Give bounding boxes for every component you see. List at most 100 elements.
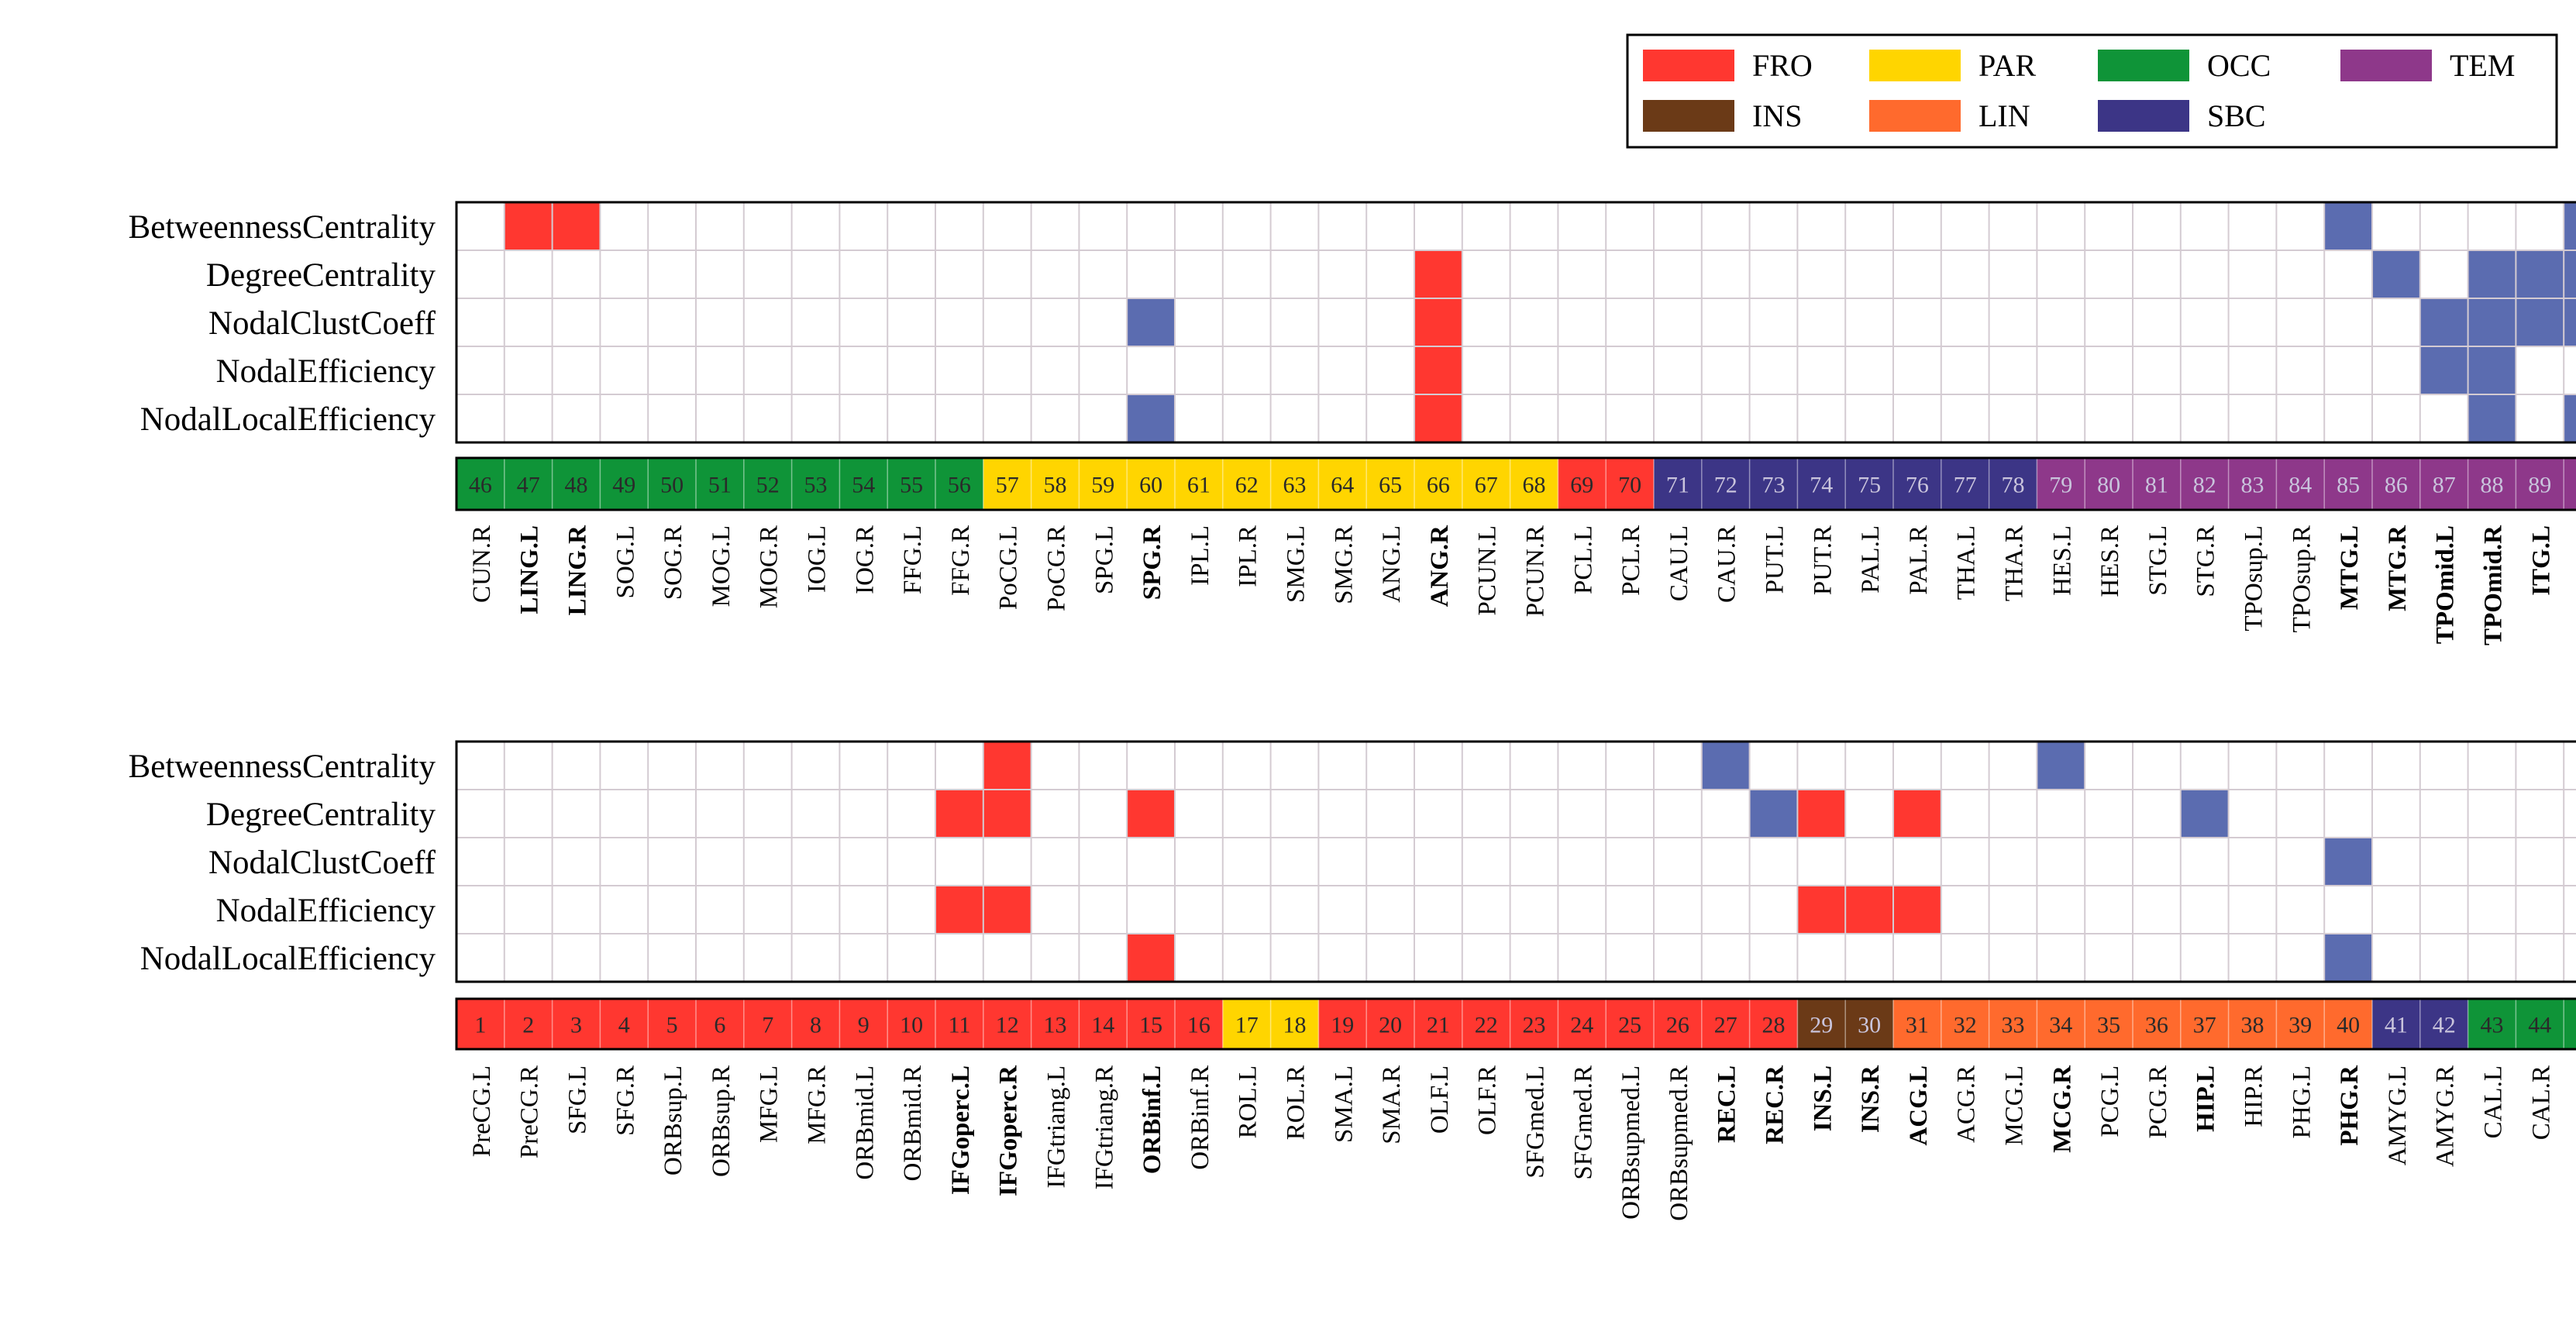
heatmap-cell-degreecentrality-12 bbox=[983, 790, 1032, 838]
region-strip-frame bbox=[455, 997, 2576, 1051]
region-name-label-mtg-r: MTG.R bbox=[2384, 525, 2412, 611]
region-strip-cell-84 bbox=[2276, 458, 2325, 510]
region-name-label-sfg-l: SFG.L bbox=[564, 1065, 592, 1134]
region-name-label-pal-r: PAL.R bbox=[1905, 525, 1933, 595]
region-index-label-20: 20 bbox=[1379, 1013, 1402, 1038]
region-strip-cell-47 bbox=[504, 458, 553, 510]
heatmap-cell-betweennesscentrality-12 bbox=[983, 742, 1032, 790]
heatmap-cell-nodallocalefficiency-15 bbox=[1127, 934, 1176, 983]
region-name-label-tposup-l: TPOsup.L bbox=[2240, 525, 2268, 632]
region-index-label-30: 30 bbox=[1858, 1013, 1881, 1038]
region-index-label-11: 11 bbox=[948, 1013, 970, 1038]
region-name-label-mtg-l: MTG.L bbox=[2336, 525, 2364, 610]
region-name-label-pcun-r: PCUN.R bbox=[1522, 525, 1550, 617]
region-strip-cell-20 bbox=[1366, 999, 1415, 1049]
heatmap-cell-nodallocalefficiency-40 bbox=[2324, 934, 2373, 983]
region-strip-cell-80 bbox=[2085, 458, 2133, 510]
region-index-label-70: 70 bbox=[1618, 473, 1641, 498]
region-strip-cell-40 bbox=[2324, 999, 2373, 1049]
region-name-label-rec-l: REC.L bbox=[1713, 1065, 1741, 1143]
region-name-label-stg-l: STG.L bbox=[2144, 525, 2172, 596]
region-strip-cell-90 bbox=[2564, 458, 2576, 510]
heatmap-cell-betweennesscentrality-27 bbox=[1701, 742, 1751, 790]
metric-label-betweennesscentrality: BetweennessCentrality bbox=[129, 209, 436, 246]
region-name-label-spg-l: SPG.L bbox=[1090, 525, 1118, 594]
region-name-label-sma-l: SMA.L bbox=[1330, 1065, 1358, 1143]
region-index-label-72: 72 bbox=[1714, 473, 1737, 498]
region-index-label-82: 82 bbox=[2193, 473, 2216, 498]
region-index-label-55: 55 bbox=[900, 473, 923, 498]
legend-swatch-sbc bbox=[2098, 100, 2189, 132]
region-strip-cell-48 bbox=[552, 458, 601, 510]
heatmap-cell-betweennesscentrality-34 bbox=[2037, 742, 2085, 790]
heatmap-cell-nodalclustcoeff-89 bbox=[2516, 298, 2564, 347]
region-name-label-orbsup-r: ORBsup.R bbox=[708, 1065, 735, 1177]
region-index-label-22: 22 bbox=[1475, 1013, 1498, 1038]
region-index-label-41: 41 bbox=[2385, 1013, 2408, 1038]
region-strip-cell-26 bbox=[1654, 999, 1703, 1049]
region-strip-cell-53 bbox=[791, 458, 840, 510]
region-strip-cell-85 bbox=[2324, 458, 2373, 510]
region-strip-cell-78 bbox=[1989, 458, 2037, 510]
region-index-label-12: 12 bbox=[996, 1013, 1019, 1038]
region-index-label-81: 81 bbox=[2145, 473, 2168, 498]
region-index-label-87: 87 bbox=[2433, 473, 2456, 498]
region-name-label-mfg-l: MFG.L bbox=[756, 1065, 783, 1143]
region-name-label-cal-l: CAL.L bbox=[2480, 1065, 2508, 1138]
region-name-label-ffg-l: FFG.L bbox=[899, 525, 927, 594]
heatmap-cell-nodalclustcoeff-90 bbox=[2564, 298, 2576, 347]
heatmap-frame bbox=[455, 740, 2576, 983]
region-index-label-68: 68 bbox=[1523, 473, 1546, 498]
region-index-label-48: 48 bbox=[565, 473, 588, 498]
heatmap-cell-nodallocalefficiency-88 bbox=[2468, 394, 2516, 443]
region-index-label-61: 61 bbox=[1187, 473, 1211, 498]
region-index-label-84: 84 bbox=[2288, 473, 2312, 498]
region-strip-cell-9 bbox=[839, 999, 888, 1049]
region-strip-cell-50 bbox=[648, 458, 697, 510]
region-name-label-cau-r: CAU.R bbox=[1713, 525, 1741, 603]
region-strip-cell-2 bbox=[504, 999, 553, 1049]
heatmap-cell-nodalclustcoeff-40 bbox=[2324, 838, 2373, 886]
metric-label-nodallocalefficiency: NodalLocalEfficiency bbox=[140, 401, 436, 438]
region-strip-cell-11 bbox=[935, 999, 984, 1049]
region-strip-cell-6 bbox=[696, 999, 745, 1049]
metric-label-nodalclustcoeff: NodalClustCoeff bbox=[208, 305, 436, 342]
region-strip-cell-73 bbox=[1749, 458, 1798, 510]
region-index-label-58: 58 bbox=[1044, 473, 1067, 498]
region-name-label-mfg-r: MFG.R bbox=[804, 1065, 832, 1144]
region-strip-cell-81 bbox=[2133, 458, 2182, 510]
region-index-label-26: 26 bbox=[1666, 1013, 1689, 1038]
region-name-label-ins-l: INS.L bbox=[1809, 1065, 1837, 1131]
region-name-label-amyg-l: AMYG.L bbox=[2384, 1065, 2412, 1165]
region-index-label-89: 89 bbox=[2528, 473, 2551, 498]
region-index-label-17: 17 bbox=[1235, 1013, 1259, 1038]
region-strip-cell-77 bbox=[1941, 458, 1990, 510]
legend-swatch-fro bbox=[1643, 50, 1734, 81]
heatmap-background bbox=[456, 742, 2576, 982]
region-index-label-88: 88 bbox=[2481, 473, 2504, 498]
region-name-label-phg-r: PHG.R bbox=[2336, 1065, 2364, 1146]
region-index-label-50: 50 bbox=[660, 473, 684, 498]
region-name-label-orbsup-l: ORBsup.L bbox=[659, 1065, 687, 1175]
region-name-label-orbsupmed-r: ORBsupmed.R bbox=[1665, 1065, 1693, 1221]
region-strip-cell-38 bbox=[2228, 999, 2277, 1049]
heatmap-background bbox=[456, 202, 2576, 442]
region-index-label-38: 38 bbox=[2241, 1013, 2264, 1038]
region-strip-cell-23 bbox=[1510, 999, 1558, 1049]
region-name-label-ins-r: INS.R bbox=[1857, 1065, 1885, 1133]
region-strip-cell-12 bbox=[983, 999, 1032, 1049]
region-name-label-acg-r: ACG.R bbox=[1953, 1065, 1981, 1143]
region-name-label-mog-l: MOG.L bbox=[708, 525, 735, 607]
region-index-label-60: 60 bbox=[1139, 473, 1162, 498]
heatmap-cell-degreecentrality-89 bbox=[2516, 250, 2564, 299]
region-strip-cell-58 bbox=[1031, 458, 1080, 510]
region-name-label-sog-r: SOG.R bbox=[659, 525, 687, 600]
region-index-label-10: 10 bbox=[900, 1013, 923, 1038]
region-index-label-85: 85 bbox=[2337, 473, 2360, 498]
region-name-label-precg-r: PreCG.R bbox=[516, 1065, 544, 1158]
heatmap-cell-nodalefficiency-29 bbox=[1797, 886, 1846, 934]
region-index-label-42: 42 bbox=[2433, 1013, 2456, 1038]
region-name-label-cun-r: CUN.R bbox=[468, 525, 496, 603]
region-index-label-16: 16 bbox=[1187, 1013, 1211, 1038]
region-strip-cell-54 bbox=[839, 458, 888, 510]
